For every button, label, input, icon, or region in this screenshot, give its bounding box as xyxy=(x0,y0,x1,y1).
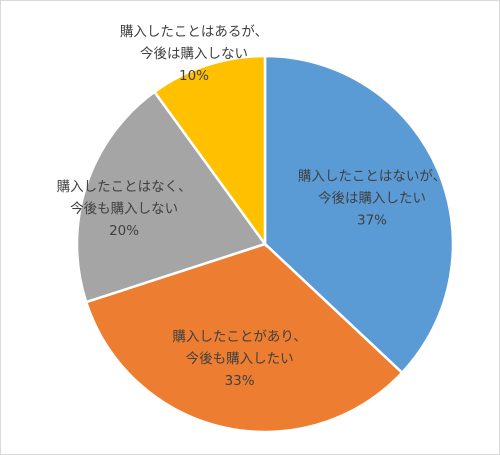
slice-percent-label: 37% xyxy=(357,213,387,229)
pie-labels: 購入したことはないが、今後は購入したい 37% 購入したことがあり、今後も購入したい… xyxy=(57,24,447,389)
pie-slice-4 xyxy=(152,54,267,248)
pie-slice-2 xyxy=(84,242,404,434)
slice-data-label-2: 購入したことがあり、今後も購入したい 33% xyxy=(172,329,306,389)
slice-percent-label: 33% xyxy=(225,373,255,389)
pie-slices xyxy=(75,54,455,434)
slice-category-label: 今後は購入しない xyxy=(140,46,248,62)
slice-category-label: 今後も購入しない xyxy=(70,201,178,217)
slice-data-label-3: 購入したことはなく、今後も購入しない 20% xyxy=(57,179,192,239)
pie-slice-3 xyxy=(75,90,268,304)
slice-category-label: 今後も購入したい xyxy=(186,351,294,367)
slice-data-label-4: 購入したことはあるが、今後は購入しない 10% xyxy=(120,24,268,84)
slice-category-label: 購入したことはなく、 xyxy=(57,179,192,195)
pie-slice-1 xyxy=(263,54,455,375)
slice-percent-label: 10% xyxy=(179,68,209,84)
slice-category-label: 購入したことがあり、 xyxy=(172,329,306,345)
slice-category-label: 購入したことはないが、 xyxy=(298,169,446,185)
slice-category-label: 今後は購入したい xyxy=(318,191,426,207)
slice-percent-label: 20% xyxy=(109,223,139,239)
slice-category-label: 購入したことはあるが、 xyxy=(120,24,268,40)
slice-data-label-1: 購入したことはないが、今後は購入したい 37% xyxy=(298,169,446,229)
